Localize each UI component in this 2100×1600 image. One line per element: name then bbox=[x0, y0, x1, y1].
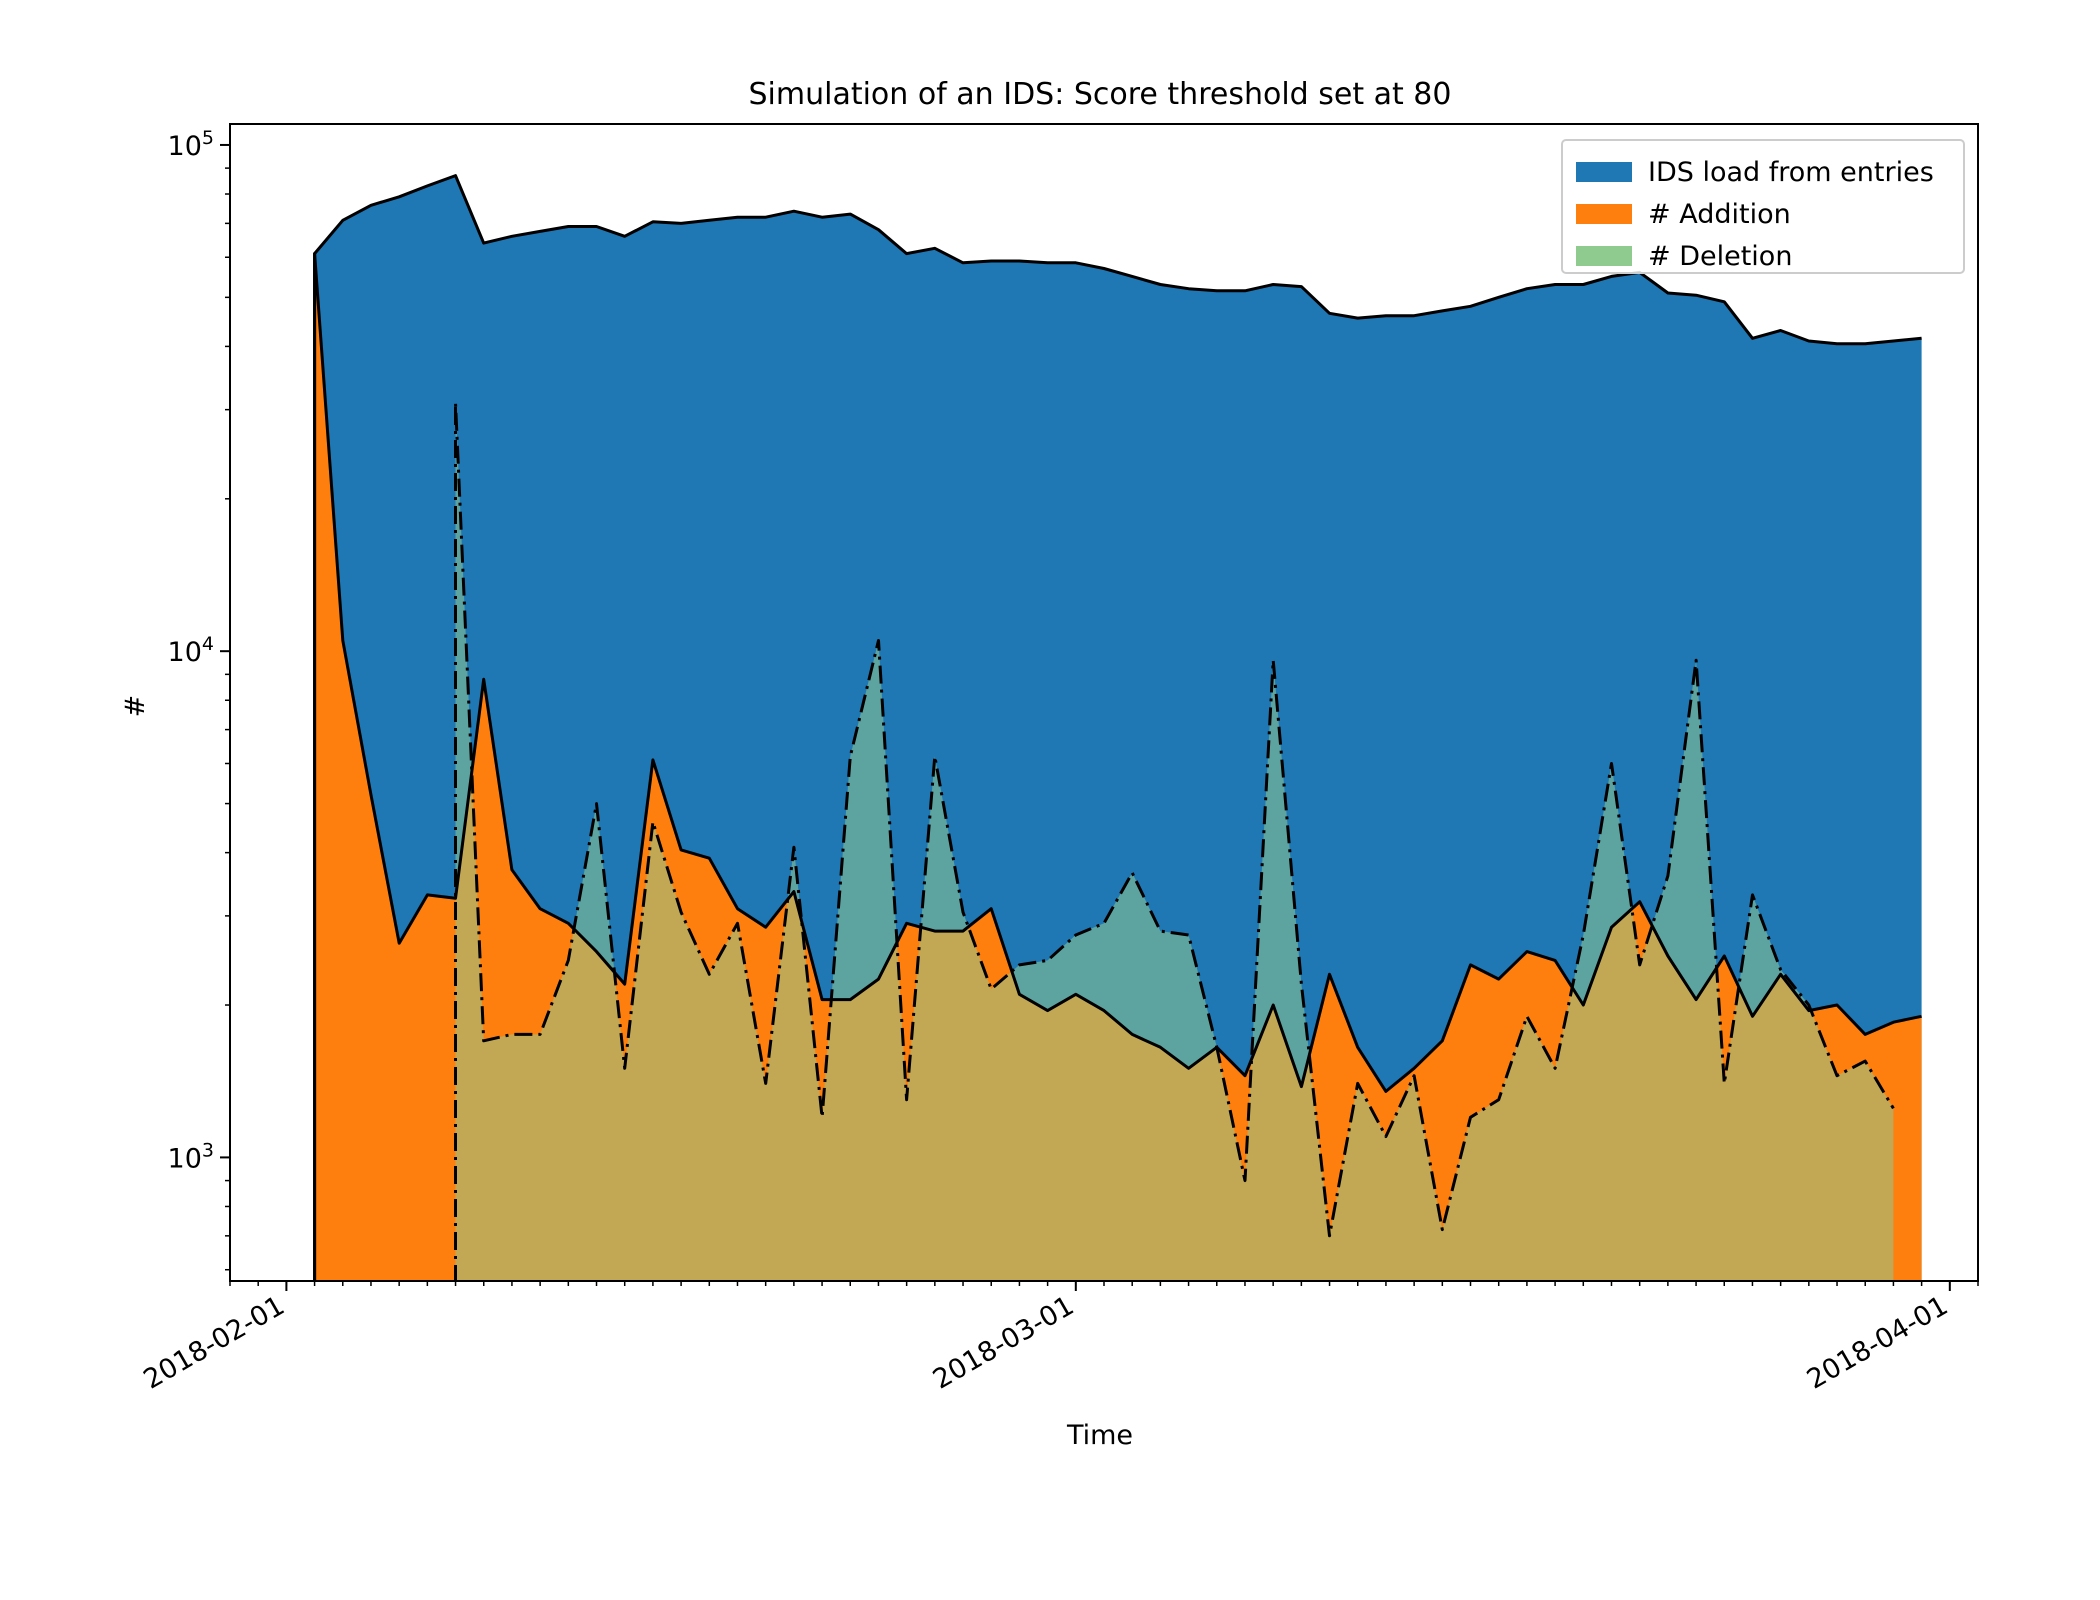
y-tick-label: 104 bbox=[168, 633, 214, 668]
area-fills bbox=[314, 175, 1922, 1281]
legend-swatch bbox=[1576, 204, 1632, 224]
line-ids-load bbox=[313, 174, 1922, 1281]
legend-label: # Deletion bbox=[1648, 241, 1792, 272]
y-tick-label: 105 bbox=[168, 127, 214, 162]
legend-label: IDS load from entries bbox=[1648, 157, 1934, 188]
legend: IDS load from entries # Addition # Deletio… bbox=[1561, 139, 1965, 274]
legend-box bbox=[1561, 139, 1965, 274]
legend-label: # Addition bbox=[1648, 199, 1791, 230]
chart-title: Simulation of an IDS: Score threshold se… bbox=[749, 77, 1452, 112]
legend-swatch bbox=[1576, 162, 1632, 182]
series-lines bbox=[313, 174, 1922, 1281]
y-axis-label: # bbox=[120, 695, 151, 718]
y-tick-label: 103 bbox=[168, 1139, 214, 1174]
line-deletion bbox=[454, 400, 1895, 1281]
line-addition bbox=[313, 252, 1922, 1281]
area-deletion bbox=[455, 402, 1894, 1281]
legend-swatch bbox=[1576, 246, 1632, 266]
x-axis-label: Time bbox=[1066, 1420, 1133, 1451]
